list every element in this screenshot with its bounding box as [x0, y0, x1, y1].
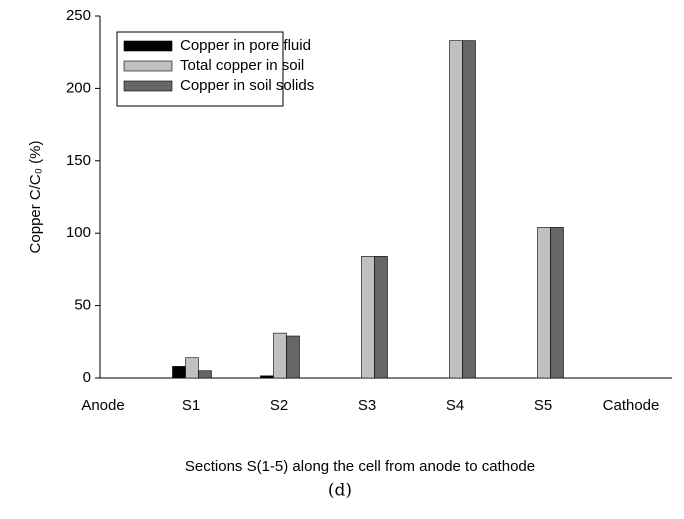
bar	[550, 227, 564, 379]
bar	[286, 335, 300, 379]
x-tick-label: S2	[270, 397, 288, 414]
y-tick-label: 100	[66, 224, 91, 241]
legend-swatch	[123, 80, 173, 92]
x-tick-label: S5	[534, 397, 552, 414]
x-tick-label: Anode	[81, 397, 124, 414]
bar	[260, 375, 274, 379]
x-axis-title: Sections S(1-5) along the cell from anod…	[185, 458, 535, 475]
x-tick-label: S4	[446, 397, 464, 414]
bar	[198, 370, 212, 379]
y-tick-label: 200	[66, 79, 91, 96]
legend-label: Total copper in soil	[180, 57, 304, 74]
legend-swatch	[123, 60, 173, 72]
y-axis-title: Copper C/C₀ (%)	[27, 141, 44, 254]
y-tick-label: 250	[66, 7, 91, 24]
bar	[185, 357, 199, 379]
legend-swatch	[123, 40, 173, 52]
bar	[449, 40, 463, 379]
x-tick-label: Cathode	[603, 397, 660, 414]
bar	[273, 332, 287, 379]
bar	[172, 366, 186, 379]
x-tick-label: S1	[182, 397, 200, 414]
bar	[361, 256, 375, 379]
y-tick-label: 150	[66, 152, 91, 169]
x-tick-label: S3	[358, 397, 376, 414]
bar	[374, 256, 388, 379]
bar	[537, 227, 551, 379]
legend-label: Copper in soil solids	[180, 77, 314, 94]
y-tick-label: 0	[83, 369, 91, 386]
y-tick-label: 50	[74, 297, 91, 314]
caption: (d)	[328, 481, 352, 501]
bar	[462, 40, 476, 379]
legend-label: Copper in pore fluid	[180, 37, 311, 54]
